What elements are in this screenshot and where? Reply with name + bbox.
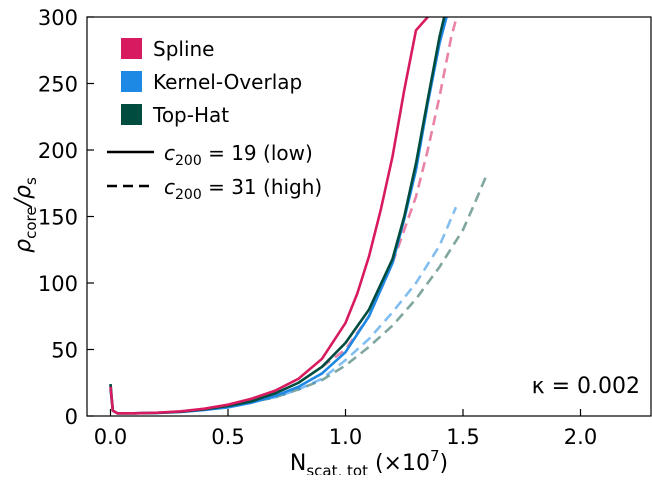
legend-label-low: c200 = 19 (low) xyxy=(164,141,313,169)
x-tick-label: 0.0 xyxy=(94,425,127,449)
series-line-spline-high xyxy=(321,19,458,368)
y-tick-label: 0 xyxy=(65,405,78,429)
series-line-spline-low xyxy=(109,17,429,415)
y-axis-label: ρcore/ρs xyxy=(11,177,40,253)
x-tick-label: 1.0 xyxy=(329,425,362,449)
x-axis-label: Nscat, tot (×107) xyxy=(290,447,448,475)
y-tick-label: 150 xyxy=(38,206,78,230)
legend-swatch-top-hat xyxy=(121,104,142,125)
kappa-annotation: κ = 0.002 xyxy=(532,374,640,399)
legend-label-top-hat: Top-Hat xyxy=(152,103,229,127)
legend-label-kernel-overlap: Kernel-Overlap xyxy=(153,70,302,94)
legend-label-high-main: c xyxy=(164,175,175,199)
legend-swatch-kernel-overlap xyxy=(121,71,142,92)
series-layer xyxy=(109,17,488,415)
y-axis-label-mid: /ρ xyxy=(11,185,36,208)
legend-label-low-sub: 200 xyxy=(175,153,202,169)
legend-label-low-main: c xyxy=(164,141,175,165)
x-tick-label: 0.5 xyxy=(211,425,244,449)
y-axis-ticks: 0 50 100 150 200 250 300 xyxy=(38,6,94,429)
x-axis-label-close: ) xyxy=(440,451,449,475)
legend-label-low-rest: = 19 (low) xyxy=(202,141,313,165)
y-axis-label-sub1: core xyxy=(22,206,40,239)
x-tick-label: 1.5 xyxy=(446,425,479,449)
legend-swatch-spline xyxy=(121,38,142,59)
y-tick-label: 200 xyxy=(38,139,78,163)
y-tick-label: 300 xyxy=(38,6,78,30)
y-axis-label-sub2: s xyxy=(22,177,40,185)
legend-label-high: c200 = 31 (high) xyxy=(164,175,322,203)
legend: Spline Kernel-Overlap Top-Hat c200 = 19 … xyxy=(107,37,322,203)
y-tick-label: 250 xyxy=(38,73,78,97)
y-tick-label: 50 xyxy=(51,339,78,363)
legend-label-high-rest: = 31 (high) xyxy=(202,175,323,199)
y-tick-label: 100 xyxy=(38,272,78,296)
x-axis-label-sub: scat, tot xyxy=(306,462,368,475)
x-axis-ticks: 0.0 0.5 1.0 1.5 2.0 xyxy=(94,409,597,449)
x-axis-label-suffix: (×10 xyxy=(368,451,430,475)
legend-label-spline: Spline xyxy=(153,37,214,61)
series-line-kernel-overlap-high xyxy=(251,206,458,403)
legend-label-high-sub: 200 xyxy=(175,187,202,203)
x-axis-label-exp: 7 xyxy=(430,447,440,465)
y-axis-label-main: ρ xyxy=(11,239,36,253)
x-tick-label: 2.0 xyxy=(564,425,597,449)
x-axis-label-main: N xyxy=(290,451,306,475)
